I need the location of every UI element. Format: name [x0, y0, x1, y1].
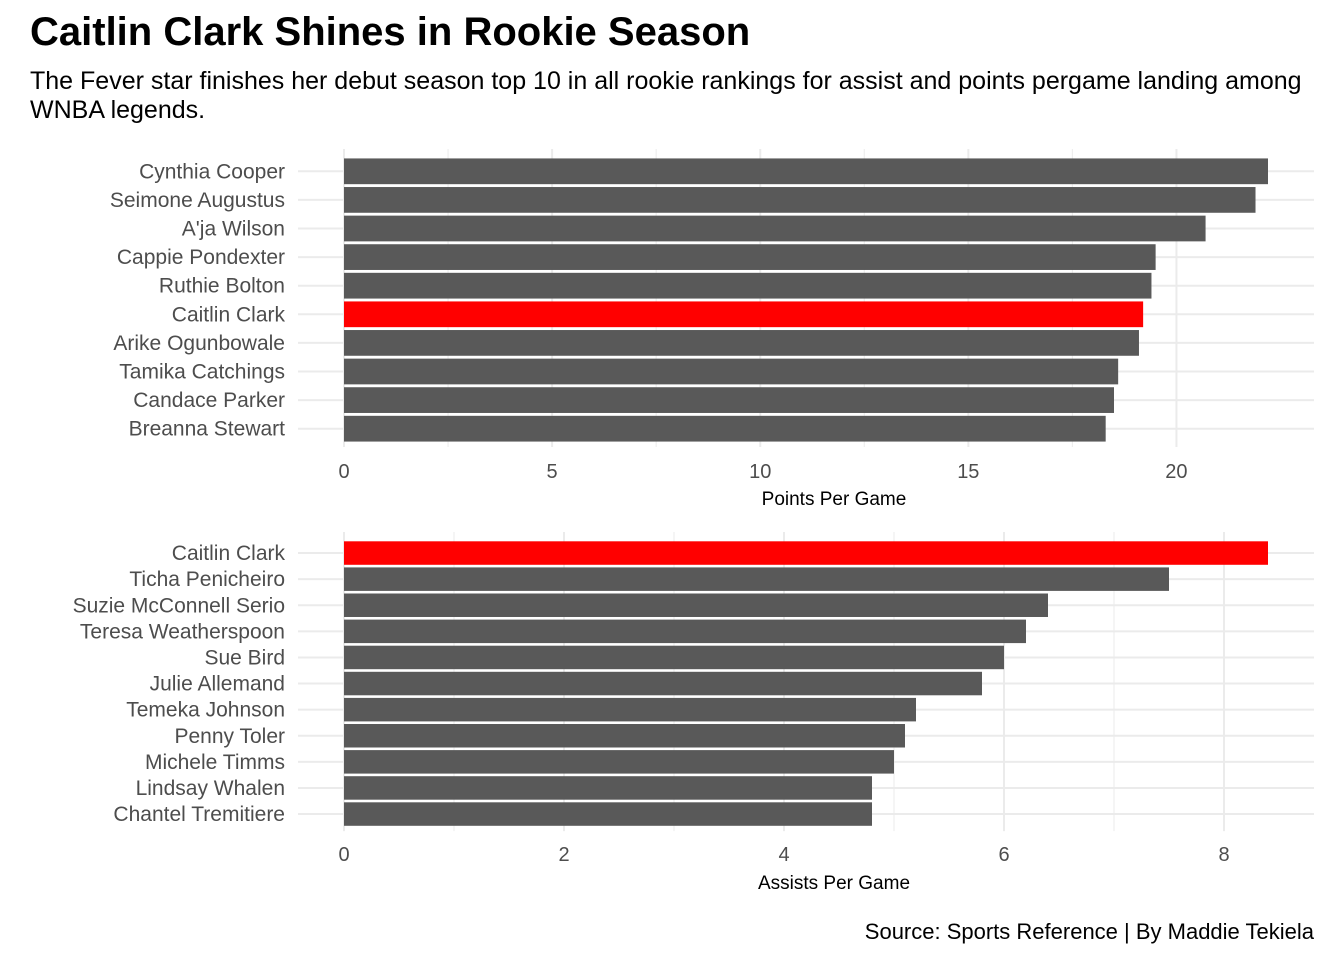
category-label: Suzie McConnell Serio: [73, 594, 285, 617]
category-label: Caitlin Clark: [172, 303, 286, 326]
bar-chantel-tremitiere: [344, 802, 872, 826]
bar-temeka-johnson: [344, 697, 916, 722]
x-tick-label: 2: [558, 844, 569, 866]
chart-title: Caitlin Clark Shines in Rookie Season: [30, 10, 751, 54]
x-tick-label: 8: [1218, 844, 1229, 866]
bar-candace-parker: [344, 387, 1114, 413]
category-label: Cynthia Cooper: [139, 160, 285, 183]
x-axis-title: Assists Per Game: [758, 873, 910, 894]
bar-sue-bird: [344, 645, 1004, 670]
category-label: Ruthie Bolton: [159, 275, 285, 298]
x-tick-label: 4: [778, 844, 789, 866]
bar-julie-allemand: [344, 671, 982, 696]
x-tick-label: 0: [338, 461, 349, 483]
x-tick-label: 15: [957, 461, 979, 483]
category-label: Chantel Tremitiere: [113, 803, 285, 826]
bar-seimone-augustus: [344, 187, 1256, 213]
bar-caitlin-clark: [344, 541, 1268, 565]
bar-arike-ogunbowale: [344, 330, 1139, 356]
x-tick-label: 20: [1165, 461, 1187, 483]
source-caption: Source: Sports Reference | By Maddie Tek…: [864, 919, 1314, 944]
category-label: Arike Ogunbowale: [113, 332, 285, 355]
category-label: Sue Bird: [204, 646, 285, 669]
bar-teresa-weatherspoon: [344, 619, 1026, 644]
category-label: Seimone Augustus: [110, 189, 285, 212]
chart-subtitle: The Fever star finishes her debut season…: [30, 67, 1302, 124]
category-label: Ticha Penicheiro: [129, 568, 285, 591]
x-tick-label: 0: [338, 844, 349, 866]
bar-michele-timms: [344, 750, 894, 774]
category-label: Candace Parker: [133, 389, 285, 412]
bar-cappie-pondexter: [344, 244, 1156, 270]
bar-tamika-catchings: [344, 358, 1119, 385]
category-label: A'ja Wilson: [182, 218, 285, 241]
points-per-game-chart: Cynthia Cooper Seimone Augustus A'ja Wilso…: [110, 149, 1314, 510]
category-label: Caitlin Clark: [172, 542, 286, 565]
category-label: Julie Allemand: [150, 673, 285, 696]
category-label: Tamika Catchings: [119, 361, 285, 384]
category-label: Temeka Johnson: [126, 699, 285, 722]
bar-caitlin-clark: [344, 301, 1144, 328]
category-label: Penny Toler: [174, 725, 285, 748]
assists-per-game-chart: Caitlin Clark Ticha Penicheiro Suzie McCon…: [73, 532, 1314, 894]
x-axis-title: Points Per Game: [762, 489, 907, 510]
bar-lindsay-whalen: [344, 776, 872, 800]
bar-breanna-stewart: [344, 415, 1106, 442]
bar-a-ja-wilson: [344, 215, 1206, 242]
category-label: Cappie Pondexter: [117, 246, 285, 269]
x-tick-label: 5: [547, 461, 558, 483]
category-label: Lindsay Whalen: [136, 777, 285, 800]
x-tick-label: 6: [998, 844, 1009, 866]
x-tick-label: 10: [749, 461, 771, 483]
bar-ruthie-bolton: [344, 272, 1152, 299]
bar-ticha-penicheiro: [344, 567, 1169, 591]
bar-penny-toler: [344, 724, 905, 748]
category-label: Teresa Weatherspoon: [80, 620, 285, 643]
bar-suzie-mcconnell-serio: [344, 593, 1048, 617]
category-label: Breanna Stewart: [129, 418, 286, 441]
category-label: Michele Timms: [145, 751, 285, 774]
bar-cynthia-cooper: [344, 158, 1268, 185]
